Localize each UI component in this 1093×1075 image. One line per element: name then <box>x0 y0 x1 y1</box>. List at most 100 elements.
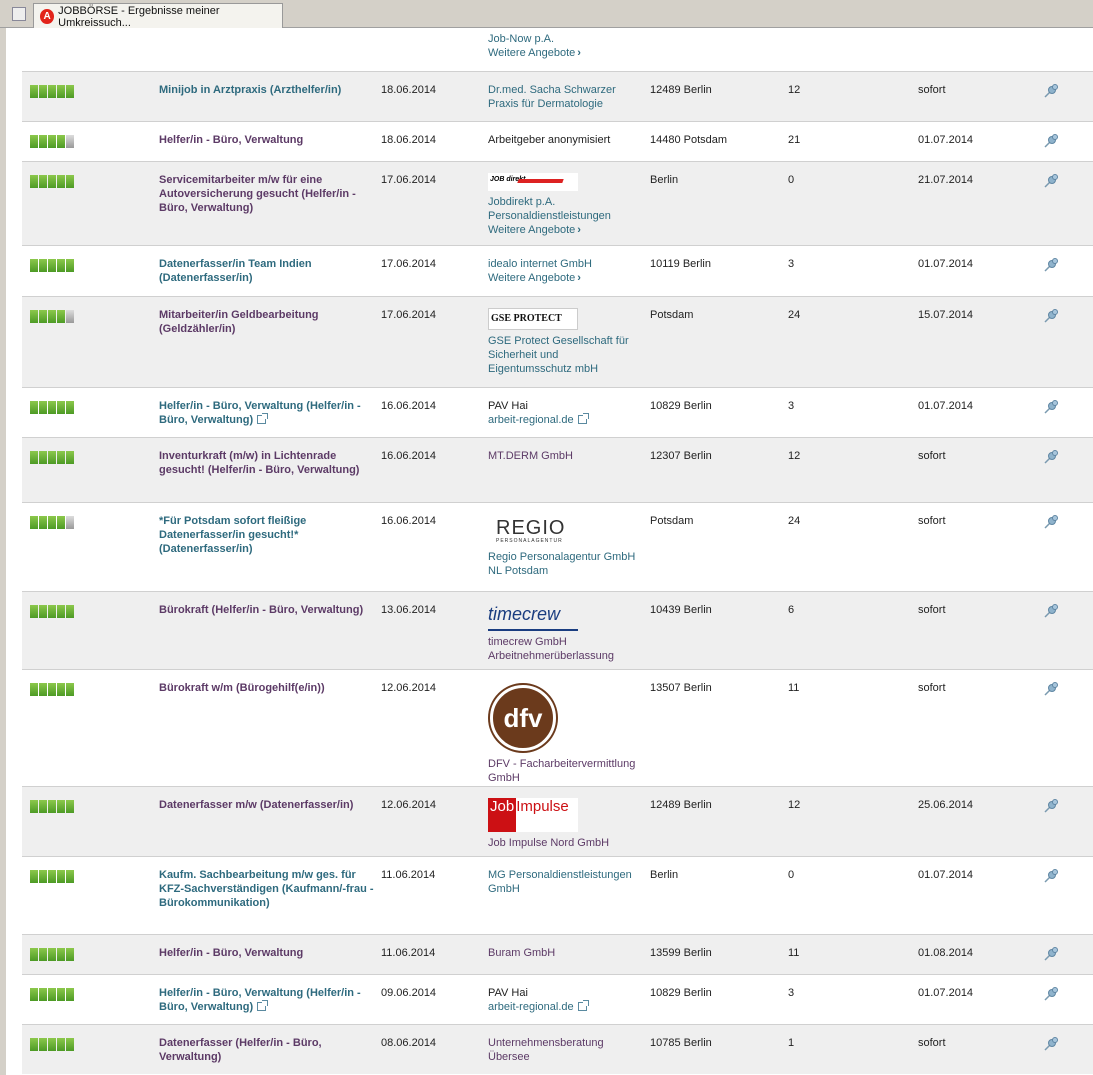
job-title-link[interactable]: Datenerfasser (Helfer/in - Büro, Verwalt… <box>159 1037 322 1063</box>
rating-segment <box>57 310 65 323</box>
employer-name[interactable]: Übersee <box>488 1051 530 1063</box>
pin-icon[interactable] <box>1042 680 1060 698</box>
job-title-link[interactable]: Inventurkraft (m/w) in Lichtenrade gesuc… <box>159 450 360 476</box>
employer-name[interactable]: Arbeitnehmerüberlassung <box>488 650 614 662</box>
job-title-link[interactable]: Minijob in Arztpraxis (Arzthelfer/in) <box>159 84 342 96</box>
job-title-link[interactable]: Kaufm. Sachbearbeitung m/w ges. für KFZ-… <box>159 869 374 909</box>
pin-icon[interactable] <box>1042 448 1060 466</box>
employer-name[interactable]: Personaldienstleistungen <box>488 210 611 222</box>
table-row: Bürokraft (Helfer/in - Büro, Verwaltung)… <box>22 591 1093 669</box>
pin-icon[interactable] <box>1042 985 1060 1003</box>
job-title-link[interactable]: Datenerfasser m/w (Datenerfasser/in) <box>159 799 354 811</box>
pin-icon[interactable] <box>1042 256 1060 274</box>
posting-date: 12.06.2014 <box>381 799 437 811</box>
rating-segment <box>57 401 65 414</box>
employer: REGIO PERSONALAGENTUR Regio Personalagentu… <box>488 514 648 578</box>
rating-segment <box>30 135 38 148</box>
employer-name[interactable]: Regio Personalagentur GmbH <box>488 551 636 563</box>
employer-name[interactable]: Sicherheit und <box>488 349 559 361</box>
pin-icon[interactable] <box>1042 82 1060 100</box>
pin-icon[interactable] <box>1042 307 1060 325</box>
pin-icon[interactable] <box>1042 1035 1060 1053</box>
employer-name[interactable]: idealo internet GmbH <box>488 258 592 270</box>
job-title-link[interactable]: Datenerfasser/in Team Indien (Datenerfas… <box>159 258 312 284</box>
start-date: sofort <box>918 682 946 694</box>
pin-icon[interactable] <box>1042 398 1060 416</box>
rating-segment <box>66 683 74 696</box>
employer: MG Personaldienstleistungen GmbH <box>488 868 648 896</box>
job-title-link[interactable]: Servicemitarbeiter m/w für eine Autovers… <box>159 174 356 214</box>
job-title-link[interactable]: Helfer/in - Büro, Verwaltung (Helfer/in … <box>159 400 361 426</box>
pin-icon[interactable] <box>1042 602 1060 620</box>
employer: JOB direkt Jobdirekt p.A. Personaldienstle… <box>488 173 648 237</box>
pin-icon[interactable] <box>1042 945 1060 963</box>
source-link[interactable]: arbeit-regional.de <box>488 413 648 427</box>
employer-name[interactable]: Job Impulse Nord GmbH <box>488 837 610 849</box>
table-row: Datenerfasser/in Team Indien (Datenerfas… <box>22 245 1093 296</box>
match-rating <box>30 310 74 323</box>
employer-name[interactable]: Praxis für Dermatologie <box>488 98 603 110</box>
posting-date: 08.06.2014 <box>381 1037 437 1049</box>
rating-segment <box>30 1038 38 1051</box>
more-offers-link[interactable]: Weitere Angebote › <box>488 224 581 236</box>
job-title-link[interactable]: Bürokraft (Helfer/in - Büro, Verwaltung) <box>159 604 364 616</box>
employer-logo: dfv <box>490 685 556 751</box>
job-title-link[interactable]: *Für Potsdam sofort fleißige Datenerfass… <box>159 515 307 555</box>
employer-name[interactable]: Dr.med. Sacha Schwarzer <box>488 84 616 96</box>
page-icon[interactable] <box>12 7 26 21</box>
job-title-link[interactable]: Helfer/in - Büro, Verwaltung (Helfer/in … <box>159 987 361 1013</box>
employer: Arbeitgeber anonymisiert <box>488 133 648 147</box>
start-date: sofort <box>918 84 946 96</box>
start-date: 25.06.2014 <box>918 799 974 811</box>
employer-name[interactable]: DFV - Facharbeitervermittlung <box>488 758 636 770</box>
rating-segment <box>48 605 56 618</box>
table-row: Helfer/in - Büro, Verwaltung (Helfer/in … <box>22 974 1093 1024</box>
chevron-right-icon: › <box>577 272 581 284</box>
employer-name[interactable]: Unternehmensberatung <box>488 1037 604 1049</box>
job-title-link[interactable]: Helfer/in - Büro, Verwaltung <box>159 134 304 146</box>
rating-segment <box>48 175 56 188</box>
browser-tab[interactable]: A JOBBÖRSE - Ergebnisse meiner Umkreissu… <box>33 3 283 29</box>
employer-name[interactable]: Buram GmbH <box>488 947 556 959</box>
posting-date: 11.06.2014 <box>381 869 436 881</box>
pin-icon[interactable] <box>1042 513 1060 531</box>
employer-name[interactable]: MG Personaldienstleistungen <box>488 869 632 881</box>
source-link[interactable]: arbeit-regional.de <box>488 1000 648 1014</box>
employer-name[interactable]: GmbH <box>488 883 520 895</box>
pin-icon[interactable] <box>1042 172 1060 190</box>
distance: 1 <box>788 1037 795 1049</box>
job-title-link[interactable]: Helfer/in - Büro, Verwaltung <box>159 947 304 959</box>
more-offers-link[interactable]: Weitere Angebote › <box>488 47 581 59</box>
rating-segment <box>30 516 38 529</box>
job-title-link[interactable]: Bürokraft w/m (Bürogehilf(e/in)) <box>159 682 325 694</box>
pin-icon[interactable] <box>1042 132 1060 150</box>
match-rating <box>30 683 74 696</box>
table-row: Helfer/in - Büro, Verwaltung 11.06.2014 … <box>22 934 1093 974</box>
employer-name[interactable]: NL Potsdam <box>488 565 549 577</box>
rating-segment <box>30 259 38 272</box>
employer-name[interactable]: Jobdirekt p.A. <box>488 196 556 208</box>
pin-icon[interactable] <box>1042 867 1060 885</box>
more-offers-link[interactable]: Weitere Angebote › <box>488 272 581 284</box>
rating-segment <box>30 401 38 414</box>
employer: dfv DFV - Facharbeitervermittlung GmbH <box>488 681 648 785</box>
job-title-link[interactable]: Mitarbeiter/in Geldbearbeitung (Geldzähl… <box>159 309 319 335</box>
location: 10439 Berlin <box>650 604 712 616</box>
employer-name[interactable]: timecrew GmbH <box>488 636 567 648</box>
employer: Buram GmbH <box>488 946 648 960</box>
employer-name[interactable]: GSE Protect Gesellschaft für <box>488 335 629 347</box>
rating-segment <box>39 1038 47 1051</box>
employer-name[interactable]: Job-Now p.A. <box>488 33 555 45</box>
posting-date: 12.06.2014 <box>381 682 437 694</box>
distance: 12 <box>788 84 801 96</box>
rating-segment <box>57 683 65 696</box>
pin-icon[interactable] <box>1042 797 1060 815</box>
employer-name[interactable]: GmbH <box>488 772 520 784</box>
employer-name[interactable]: MT.DERM GmbH <box>488 450 573 462</box>
employer-logo: Job Impulse <box>488 798 578 832</box>
table-row: Helfer/in - Büro, Verwaltung 18.06.2014 … <box>22 121 1093 161</box>
match-rating <box>30 85 74 98</box>
posting-date: 16.06.2014 <box>381 400 437 412</box>
distance: 0 <box>788 174 795 186</box>
employer-name[interactable]: Eigentumsschutz mbH <box>488 363 599 375</box>
